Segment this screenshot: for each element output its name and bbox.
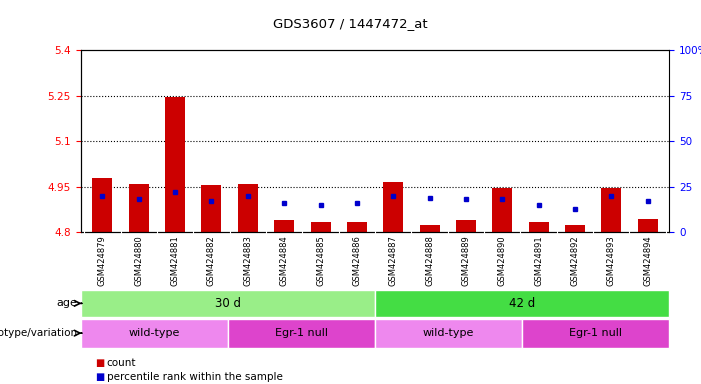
- Bar: [565, 225, 585, 232]
- Bar: [601, 188, 621, 232]
- Bar: [311, 222, 330, 232]
- Text: GSM424890: GSM424890: [498, 235, 507, 286]
- Text: GSM424891: GSM424891: [534, 235, 543, 286]
- Text: GSM424885: GSM424885: [316, 235, 325, 286]
- Bar: [383, 182, 403, 232]
- Bar: [129, 184, 149, 232]
- Text: GSM424880: GSM424880: [135, 235, 143, 286]
- Bar: [456, 220, 476, 232]
- Bar: [420, 225, 440, 232]
- Bar: [238, 184, 258, 232]
- Text: age: age: [57, 298, 78, 308]
- Text: GSM424892: GSM424892: [571, 235, 580, 286]
- Text: GSM424887: GSM424887: [389, 235, 397, 286]
- Bar: [347, 222, 367, 232]
- Text: ■: ■: [95, 358, 104, 368]
- Text: GSM424893: GSM424893: [607, 235, 615, 286]
- Text: GSM424881: GSM424881: [170, 235, 179, 286]
- Text: genotype/variation: genotype/variation: [0, 328, 78, 338]
- Bar: [228, 319, 375, 348]
- Text: wild-type: wild-type: [128, 328, 180, 338]
- Bar: [201, 185, 222, 232]
- Text: ■: ■: [95, 372, 104, 382]
- Text: percentile rank within the sample: percentile rank within the sample: [107, 372, 283, 382]
- Text: GSM424889: GSM424889: [461, 235, 470, 286]
- Bar: [522, 319, 669, 348]
- Bar: [165, 97, 185, 232]
- Text: 30 d: 30 d: [215, 297, 241, 310]
- Bar: [274, 220, 294, 232]
- Text: Egr-1 null: Egr-1 null: [569, 328, 622, 338]
- Text: GSM424886: GSM424886: [353, 235, 361, 286]
- Text: GDS3607 / 1447472_at: GDS3607 / 1447472_at: [273, 17, 428, 30]
- Text: GSM424894: GSM424894: [643, 235, 652, 286]
- Bar: [529, 222, 549, 232]
- Text: GSM424882: GSM424882: [207, 235, 216, 286]
- Bar: [492, 188, 512, 232]
- Bar: [81, 319, 228, 348]
- Text: GSM424888: GSM424888: [425, 235, 434, 286]
- Text: count: count: [107, 358, 136, 368]
- Text: Egr-1 null: Egr-1 null: [275, 328, 328, 338]
- Bar: [375, 319, 522, 348]
- Text: 42 d: 42 d: [509, 297, 536, 310]
- Bar: [81, 290, 375, 317]
- Text: GSM424884: GSM424884: [280, 235, 289, 286]
- Text: GSM424879: GSM424879: [98, 235, 107, 286]
- Bar: [375, 290, 669, 317]
- Bar: [93, 177, 112, 232]
- Text: GSM424883: GSM424883: [243, 235, 252, 286]
- Text: wild-type: wild-type: [423, 328, 475, 338]
- Bar: [638, 218, 658, 232]
